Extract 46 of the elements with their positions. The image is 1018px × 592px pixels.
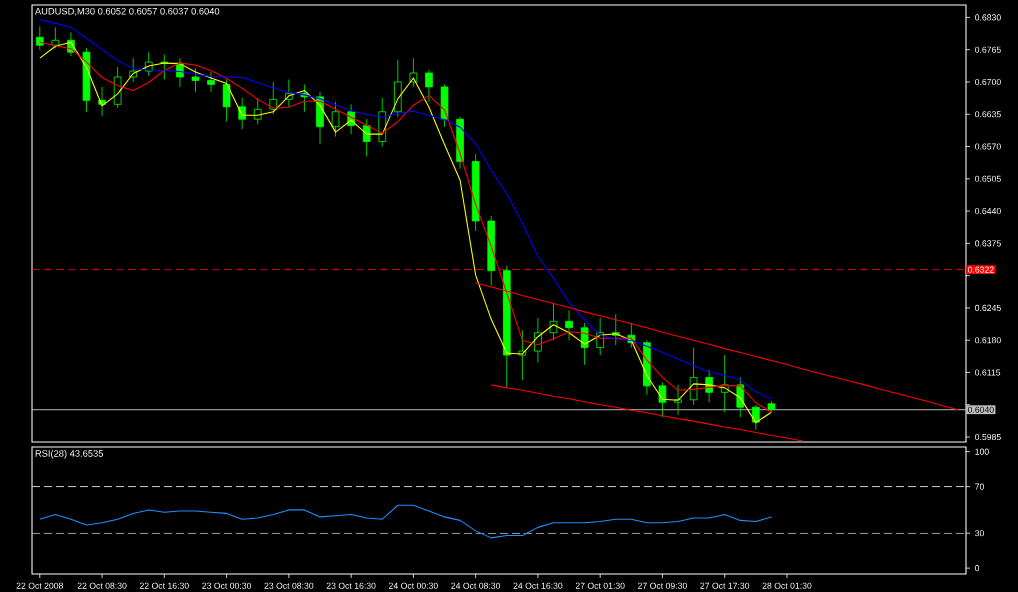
ref-line-label: 0.6322 — [967, 266, 994, 273]
x-tick-label: 24 Oct 00:30 — [389, 582, 438, 589]
candlestick — [191, 67, 200, 93]
x-tick-label: 22 Oct 08:30 — [77, 582, 127, 589]
chart-title: AUDUSD,M30 0.6052 0.6057 0.6037 0.6040 — [34, 7, 220, 16]
y-tick-label: 100 — [975, 448, 989, 455]
candlestick — [222, 79, 231, 123]
x-tick-label: 22 Oct 16:30 — [139, 582, 189, 589]
y-tick-label: 0.6830 — [975, 14, 1001, 21]
y-tick-label: 0.6635 — [975, 111, 1001, 118]
y-tick-label: 0.6375 — [975, 240, 1001, 247]
candlestick — [35, 25, 44, 51]
chart-title: RSI(28) 43.6535 — [35, 449, 104, 459]
y-tick-label: 30 — [975, 530, 984, 537]
y-tick-label: 0.6115 — [975, 369, 1001, 376]
y-tick-label: 0.6570 — [975, 143, 1001, 150]
candlestick — [658, 382, 667, 418]
candlestick — [269, 81, 278, 115]
x-tick-label: 22 Oct 2008 — [16, 582, 63, 589]
x-tick-label: 24 Oct 16:30 — [513, 582, 563, 589]
y-tick-label: 0.6245 — [975, 304, 1001, 311]
candlestick — [207, 71, 215, 93]
x-tick-label: 23 Oct 08:30 — [264, 582, 314, 589]
candlestick — [425, 69, 433, 103]
candlestick — [331, 101, 340, 137]
y-tick-label: 0.6505 — [975, 175, 1001, 182]
y-tick-label: 0.5985 — [975, 433, 1001, 441]
candlestick — [565, 309, 573, 341]
x-tick-label: 27 Oct 01:30 — [575, 582, 625, 589]
candlestick — [674, 384, 682, 416]
candlestick — [160, 54, 169, 80]
y-tick-label: 0 — [975, 565, 980, 572]
x-tick-label: 24 Oct 08:30 — [451, 582, 501, 589]
x-tick-label: 27 Oct 17:30 — [700, 582, 750, 589]
y-tick-label: 0.6180 — [975, 337, 1001, 344]
y-tick-label: 0.6700 — [975, 78, 1001, 86]
x-tick-label: 23 Oct 00:30 — [202, 582, 252, 589]
x-tick-label: 27 Oct 09:30 — [638, 582, 687, 589]
y-tick-label: 0.6765 — [975, 46, 1001, 53]
x-tick-label: 23 Oct 16:30 — [326, 582, 376, 589]
candlestick — [549, 302, 558, 341]
candlestick — [752, 404, 760, 430]
y-tick-label: 0.6440 — [975, 208, 1001, 215]
x-tick-label: 28 Oct 01:30 — [762, 582, 812, 589]
y-tick-label: 70 — [975, 483, 984, 490]
ref-line-label: 0.6040 — [967, 406, 994, 413]
